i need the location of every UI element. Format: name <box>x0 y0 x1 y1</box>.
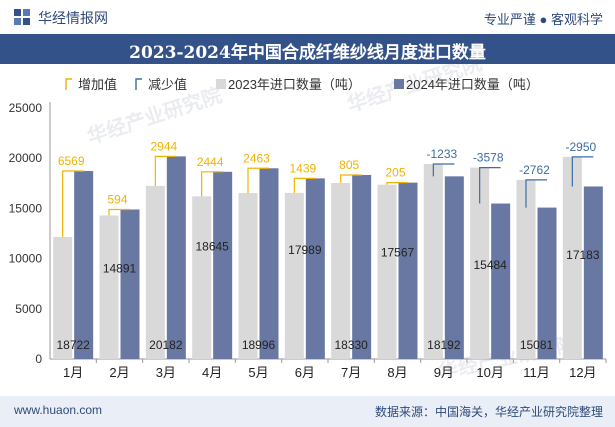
bar-2024[interactable] <box>166 156 186 359</box>
x-tick-label: 10月 <box>476 365 503 380</box>
increase-bracket <box>154 155 177 186</box>
change-label: 805 <box>339 158 359 172</box>
x-tick-label: 9月 <box>434 365 454 380</box>
increase-bracket <box>386 182 408 185</box>
title-bar <box>0 34 615 64</box>
bar-2023[interactable] <box>331 183 351 359</box>
change-label: 2944 <box>150 139 177 153</box>
change-label: 594 <box>107 192 127 206</box>
x-tick-label: 12月 <box>569 365 596 380</box>
change-label: 2463 <box>243 151 270 165</box>
legend-label: 增加值 <box>78 77 117 92</box>
y-tick-label: 20000 <box>9 151 43 165</box>
legend-label: 2024年进口数量（吨） <box>406 77 539 92</box>
increase-bracket <box>247 167 269 194</box>
change-label: 1439 <box>289 161 316 175</box>
x-tick-label: 6月 <box>295 365 315 380</box>
change-label: -1233 <box>426 147 457 161</box>
bar-2023[interactable] <box>470 167 490 359</box>
legend-label: 减少值 <box>148 77 187 92</box>
legend-swatch <box>216 79 226 89</box>
x-tick-label: 7月 <box>341 365 361 380</box>
change-label: -3578 <box>473 151 504 165</box>
brand-name: 华经情报网 <box>38 10 108 26</box>
y-tick-label: 25000 <box>9 101 43 115</box>
footer-bar <box>0 396 615 427</box>
x-tick-label: 8月 <box>387 365 407 380</box>
top-header: 华经情报网 专业严谨 ● 客观科学 <box>0 0 615 34</box>
bar-2023[interactable] <box>99 215 119 359</box>
footer-url[interactable]: www.huaon.com <box>14 403 103 417</box>
value-label-2024: 18330 <box>334 338 368 352</box>
bar-2024[interactable] <box>444 176 464 359</box>
legend-decrease-icon <box>135 78 142 90</box>
y-tick-label: 15000 <box>9 201 43 215</box>
bar-2024[interactable] <box>259 168 279 359</box>
change-label: -2950 <box>565 140 596 154</box>
decrease-bracket <box>432 163 455 177</box>
increase-bracket <box>293 177 316 193</box>
bar-2024[interactable] <box>305 178 325 359</box>
decrease-bracket <box>571 156 594 187</box>
bar-2023[interactable] <box>284 192 304 359</box>
x-tick-label: 11月 <box>523 365 550 380</box>
value-label-2024: 20182 <box>149 338 183 352</box>
chart-title: 2023-2024年中国合成纤维纱线月度进口数量 <box>129 43 486 63</box>
huajing-logo-icon <box>14 9 30 25</box>
y-tick-label: 10000 <box>9 252 43 266</box>
x-tick-label: 5月 <box>248 365 268 380</box>
bar-2024[interactable] <box>213 171 233 359</box>
bar-2024[interactable] <box>537 207 557 359</box>
increase-bracket <box>62 170 84 237</box>
bar-2023[interactable] <box>516 179 536 359</box>
bar-2024[interactable] <box>398 182 418 359</box>
bar-2023[interactable] <box>238 193 258 359</box>
value-label-2024: 15081 <box>520 338 554 352</box>
bar-2024[interactable] <box>120 209 140 359</box>
x-tick-label: 3月 <box>156 365 176 380</box>
change-label: 2444 <box>197 155 224 169</box>
increase-bracket <box>340 174 362 184</box>
bar-2023[interactable] <box>562 156 582 359</box>
change-label: 205 <box>385 166 405 180</box>
increase-bracket <box>108 208 130 216</box>
bar-2023[interactable] <box>423 163 443 359</box>
bar-2024[interactable] <box>491 203 511 359</box>
slogan: 专业严谨 ● 客观科学 <box>483 12 603 27</box>
value-label-2024: 17567 <box>381 246 415 260</box>
change-label: 6569 <box>58 154 85 168</box>
value-label-2024: 18645 <box>195 239 229 253</box>
bar-chart: 华经产业研究院华经产业研究院华经产业研究院增加值减少值2023年进口数量（吨）2… <box>9 64 607 384</box>
footer-source: 数据来源：中国海关，华经产业研究院整理 <box>374 405 603 419</box>
value-label-2024: 18722 <box>56 338 90 352</box>
legend-swatch <box>394 79 404 89</box>
bar-2023[interactable] <box>53 236 73 359</box>
bar-2023[interactable] <box>145 185 165 359</box>
legend-label: 2023年进口数量（吨） <box>228 77 361 92</box>
value-label-2024: 14891 <box>103 261 137 275</box>
bar-2024[interactable] <box>74 171 94 359</box>
x-tick-label: 1月 <box>63 365 83 380</box>
x-tick-label: 2月 <box>109 365 129 380</box>
value-label-2024: 17183 <box>566 248 600 262</box>
x-tick-label: 4月 <box>202 365 222 380</box>
change-label: -2762 <box>519 163 550 177</box>
bar-2024[interactable] <box>583 186 603 359</box>
value-label-2024: 15484 <box>473 258 507 272</box>
y-tick-label: 0 <box>35 352 42 366</box>
increase-bracket <box>201 171 223 197</box>
bar-2023[interactable] <box>192 196 212 359</box>
decrease-bracket <box>479 167 501 204</box>
bar-2024[interactable] <box>352 174 372 359</box>
decrease-bracket <box>525 179 547 208</box>
legend-increase-icon <box>65 78 72 90</box>
value-label-2024: 18996 <box>242 338 276 352</box>
bar-2023[interactable] <box>377 184 397 359</box>
value-label-2024: 18192 <box>427 338 461 352</box>
y-tick-label: 5000 <box>15 302 42 316</box>
value-label-2024: 17989 <box>288 243 322 257</box>
